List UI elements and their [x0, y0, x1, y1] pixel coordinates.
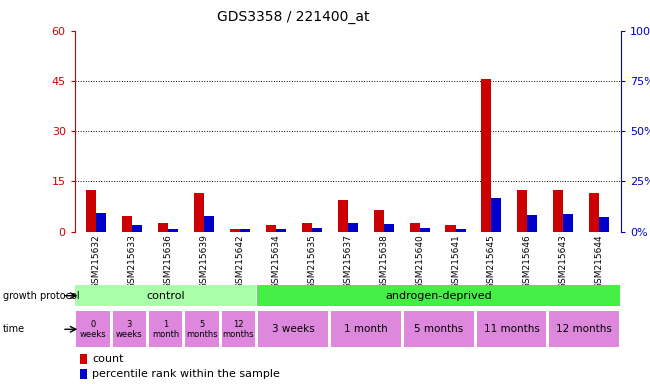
Bar: [96, 214, 107, 232]
Bar: [491, 199, 502, 232]
Bar: [482, 79, 491, 232]
Text: GSM215645: GSM215645: [487, 234, 496, 289]
Bar: [276, 228, 286, 232]
Bar: [553, 190, 564, 232]
Text: 3 weeks: 3 weeks: [272, 324, 315, 334]
Text: 5 months: 5 months: [414, 324, 463, 334]
Bar: [599, 217, 609, 232]
Bar: [122, 217, 132, 232]
Text: 12
months: 12 months: [223, 319, 254, 339]
Bar: [86, 190, 96, 232]
Bar: [589, 193, 599, 232]
Bar: [302, 223, 312, 232]
Text: GSM215637: GSM215637: [343, 234, 352, 289]
Bar: [222, 311, 255, 348]
Bar: [410, 223, 420, 232]
Text: 12 months: 12 months: [556, 324, 612, 334]
Bar: [158, 223, 168, 232]
Text: 5
months: 5 months: [187, 319, 218, 339]
Text: GSM215644: GSM215644: [595, 234, 604, 289]
Text: 1
month: 1 month: [152, 319, 179, 339]
Text: GSM215639: GSM215639: [200, 234, 209, 289]
Bar: [240, 228, 250, 232]
Bar: [80, 354, 86, 364]
Text: GSM215635: GSM215635: [307, 234, 317, 289]
Bar: [194, 193, 204, 232]
Bar: [456, 228, 465, 232]
Bar: [348, 222, 358, 232]
Text: GSM215642: GSM215642: [235, 234, 244, 289]
Text: percentile rank within the sample: percentile rank within the sample: [92, 369, 280, 379]
Bar: [112, 311, 146, 348]
Bar: [258, 311, 328, 348]
Text: GSM215638: GSM215638: [379, 234, 388, 289]
Bar: [445, 225, 456, 232]
Bar: [257, 285, 620, 306]
Bar: [266, 225, 276, 232]
Bar: [149, 311, 183, 348]
Bar: [517, 190, 527, 232]
Bar: [185, 311, 219, 348]
Bar: [230, 229, 240, 232]
Text: GSM215643: GSM215643: [559, 234, 568, 289]
Text: count: count: [92, 354, 124, 364]
Text: 11 months: 11 months: [484, 324, 540, 334]
Text: GSM215633: GSM215633: [127, 234, 136, 289]
Text: GSM215641: GSM215641: [451, 234, 460, 289]
Bar: [374, 210, 383, 232]
Text: 3
weeks: 3 weeks: [116, 319, 142, 339]
Bar: [564, 215, 573, 232]
Text: time: time: [3, 324, 25, 334]
Bar: [420, 228, 430, 232]
Bar: [338, 200, 348, 232]
Bar: [527, 215, 538, 232]
Text: GSM215636: GSM215636: [164, 234, 173, 289]
Bar: [132, 225, 142, 232]
Text: GSM215640: GSM215640: [415, 234, 424, 289]
Text: GDS3358 / 221400_at: GDS3358 / 221400_at: [217, 10, 369, 23]
Bar: [204, 217, 214, 232]
Text: control: control: [146, 291, 185, 301]
Bar: [76, 311, 110, 348]
Bar: [404, 311, 474, 348]
Bar: [384, 223, 394, 232]
Bar: [168, 228, 178, 232]
Text: growth protocol: growth protocol: [3, 291, 80, 301]
Text: androgen-deprived: androgen-deprived: [385, 291, 492, 301]
Bar: [476, 311, 547, 348]
Bar: [75, 285, 256, 306]
Bar: [331, 311, 401, 348]
Text: 1 month: 1 month: [344, 324, 388, 334]
Bar: [549, 311, 619, 348]
Text: GSM215646: GSM215646: [523, 234, 532, 289]
Text: GSM215632: GSM215632: [92, 234, 101, 289]
Bar: [80, 369, 86, 379]
Text: 0
weeks: 0 weeks: [80, 319, 106, 339]
Text: GSM215634: GSM215634: [272, 234, 280, 289]
Bar: [312, 228, 322, 232]
